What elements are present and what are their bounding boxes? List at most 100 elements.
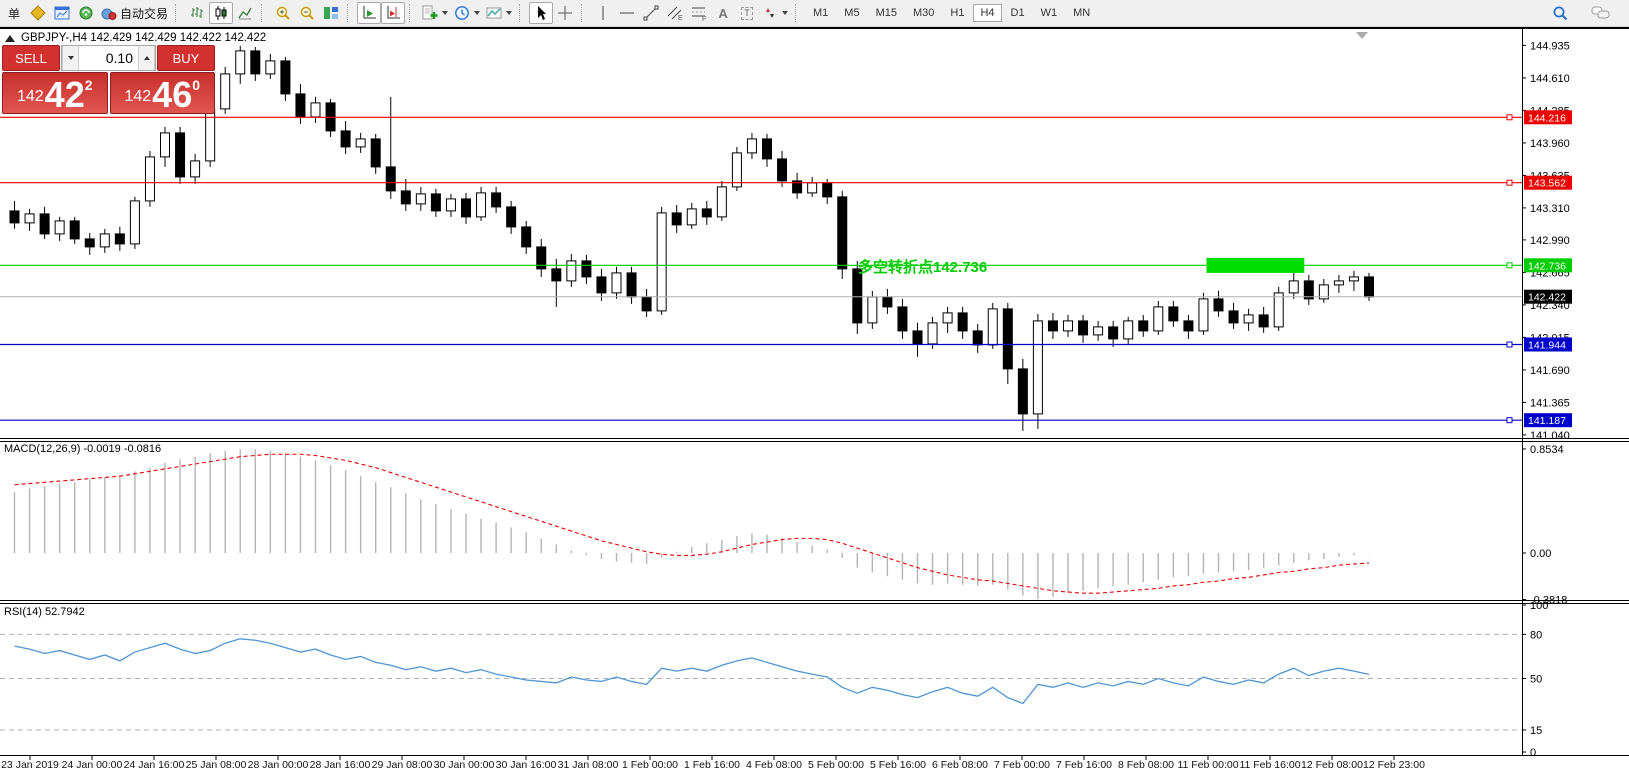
toolbar-separator [175, 4, 182, 22]
chart-shift-button[interactable] [381, 2, 406, 24]
periods-button[interactable] [451, 2, 483, 24]
autotrading-button[interactable]: 自动交易 [98, 2, 171, 24]
equidistant-channel-button[interactable]: E [663, 2, 687, 24]
period-selector: M1 M5 M15 M30 H1 H4 D1 W1 MN [805, 4, 1098, 22]
trendline-icon [643, 5, 659, 21]
templates-button[interactable] [483, 2, 515, 24]
buy-price-big: 46 [152, 74, 193, 115]
period-M30[interactable]: M30 [906, 4, 941, 22]
period-D1[interactable]: D1 [1004, 4, 1032, 22]
indicators-icon [422, 5, 438, 20]
toolbar-separator [409, 4, 416, 22]
line-chart-button[interactable] [233, 2, 257, 24]
text-label-button[interactable]: T [735, 2, 759, 24]
svg-text:80: 80 [1530, 629, 1542, 641]
line-chart-icon [238, 7, 252, 20]
svg-text:30 Jan 16:00: 30 Jan 16:00 [496, 759, 557, 771]
svg-text:141.690: 141.690 [1530, 365, 1570, 377]
volume-input[interactable] [79, 46, 138, 70]
indicators-button[interactable] [419, 2, 451, 24]
vertical-line-button[interactable] [591, 2, 615, 24]
period-M1[interactable]: M1 [806, 4, 835, 22]
toolbar-group-chart-type [185, 2, 257, 24]
search-button[interactable] [1548, 2, 1572, 24]
horizontal-line-button[interactable] [615, 2, 639, 24]
zoom-in-button[interactable] [271, 2, 295, 24]
svg-text:142.736: 142.736 [1528, 260, 1566, 272]
svg-text:-0.3818: -0.3818 [1530, 595, 1567, 607]
period-H1[interactable]: H1 [943, 4, 971, 22]
cursor-button[interactable] [529, 2, 554, 24]
toolbar-group-objects: E F A T [591, 2, 791, 24]
volume-decrease-button[interactable] [62, 46, 79, 70]
market-watch-button[interactable] [26, 2, 50, 24]
svg-text:24 Jan 00:00: 24 Jan 00:00 [62, 759, 123, 771]
svg-text:25 Jan 08:00: 25 Jan 08:00 [186, 759, 247, 771]
bar-chart-button[interactable] [185, 2, 209, 24]
sell-price-display[interactable]: 142 42 2 [2, 72, 108, 114]
candlestick-chart-button[interactable] [209, 2, 234, 24]
svg-text:1 Feb 16:00: 1 Feb 16:00 [684, 759, 740, 771]
arrows-icon [766, 8, 775, 18]
templates-icon [486, 7, 502, 19]
chart-shift-icon [387, 6, 401, 19]
chevron-down-icon [474, 11, 481, 15]
top-toolbar: 单 自动交易 [0, 0, 1629, 27]
new-order-button[interactable]: 单 [2, 2, 26, 24]
panel-collapse-arrow-icon[interactable] [5, 34, 15, 42]
svg-text:100: 100 [1530, 600, 1548, 612]
svg-text:23 Jan 2019: 23 Jan 2019 [1, 759, 59, 771]
chart-window-icon [54, 6, 70, 20]
autotrading-icon [101, 8, 117, 20]
search-icon [1553, 6, 1567, 20]
chevron-down-icon [506, 11, 513, 15]
period-M15[interactable]: M15 [869, 4, 904, 22]
arrows-button[interactable] [759, 2, 791, 24]
pivot-annotation[interactable]: 多空转折点142.736 [858, 259, 988, 276]
trendline-button[interactable] [639, 2, 663, 24]
tile-windows-button[interactable] [319, 2, 343, 24]
sell-price-sup: 2 [84, 77, 93, 93]
comments-icon [1591, 6, 1610, 19]
svg-text:12 Feb 23:00: 12 Feb 23:00 [1363, 759, 1425, 771]
svg-text:4 Feb 08:00: 4 Feb 08:00 [746, 759, 802, 771]
crosshair-button[interactable] [553, 2, 577, 24]
vertical-line-icon [602, 6, 604, 20]
sell-price-prefix: 142 [16, 88, 44, 105]
fibonacci-button[interactable]: F [687, 2, 711, 24]
chart-canvas[interactable]: 144.935144.610144.285143.960143.635143.3… [0, 29, 1629, 774]
svg-text:144.935: 144.935 [1530, 40, 1570, 52]
chart-window-button[interactable] [50, 2, 74, 24]
period-W1[interactable]: W1 [1034, 4, 1065, 22]
svg-text:143.562: 143.562 [1528, 178, 1566, 190]
chevron-down-icon [782, 11, 789, 15]
svg-text:7 Feb 00:00: 7 Feb 00:00 [994, 759, 1050, 771]
text-tool-button[interactable]: A [711, 2, 735, 24]
svg-text:30 Jan 00:00: 30 Jan 00:00 [434, 759, 495, 771]
candlestick-icon [215, 6, 227, 20]
auto-scroll-button[interactable] [357, 2, 382, 24]
svg-text:11 Feb 16:00: 11 Feb 16:00 [1239, 759, 1300, 771]
svg-text:28 Jan 00:00: 28 Jan 00:00 [248, 759, 309, 771]
signals-icon [79, 6, 93, 20]
volume-increase-button[interactable] [138, 46, 155, 70]
chevron-down-icon [442, 11, 449, 15]
svg-text:7 Feb 16:00: 7 Feb 16:00 [1056, 759, 1112, 771]
svg-text:141.040: 141.040 [1530, 430, 1570, 442]
period-H4[interactable]: H4 [973, 4, 1002, 22]
spin-up-icon [143, 56, 150, 60]
horizontal-line-icon [620, 12, 635, 14]
signals-button[interactable] [74, 2, 98, 24]
zoom-out-button[interactable] [295, 2, 319, 24]
buy-price-display[interactable]: 142 46 0 [109, 72, 215, 115]
buy-button[interactable]: BUY [157, 45, 215, 71]
buy-price-prefix: 142 [124, 88, 152, 105]
sell-button[interactable]: SELL [2, 45, 60, 71]
market-watch-icon [30, 5, 46, 21]
period-M5[interactable]: M5 [837, 4, 866, 22]
toolbar-separator [347, 4, 354, 22]
comments-button[interactable] [1588, 2, 1613, 24]
period-MN[interactable]: MN [1066, 4, 1097, 22]
toolbar-group-right [1548, 2, 1629, 24]
ohlc-line: GBPJPY-,H4 142.429 142.429 142.422 142.4… [21, 32, 267, 44]
